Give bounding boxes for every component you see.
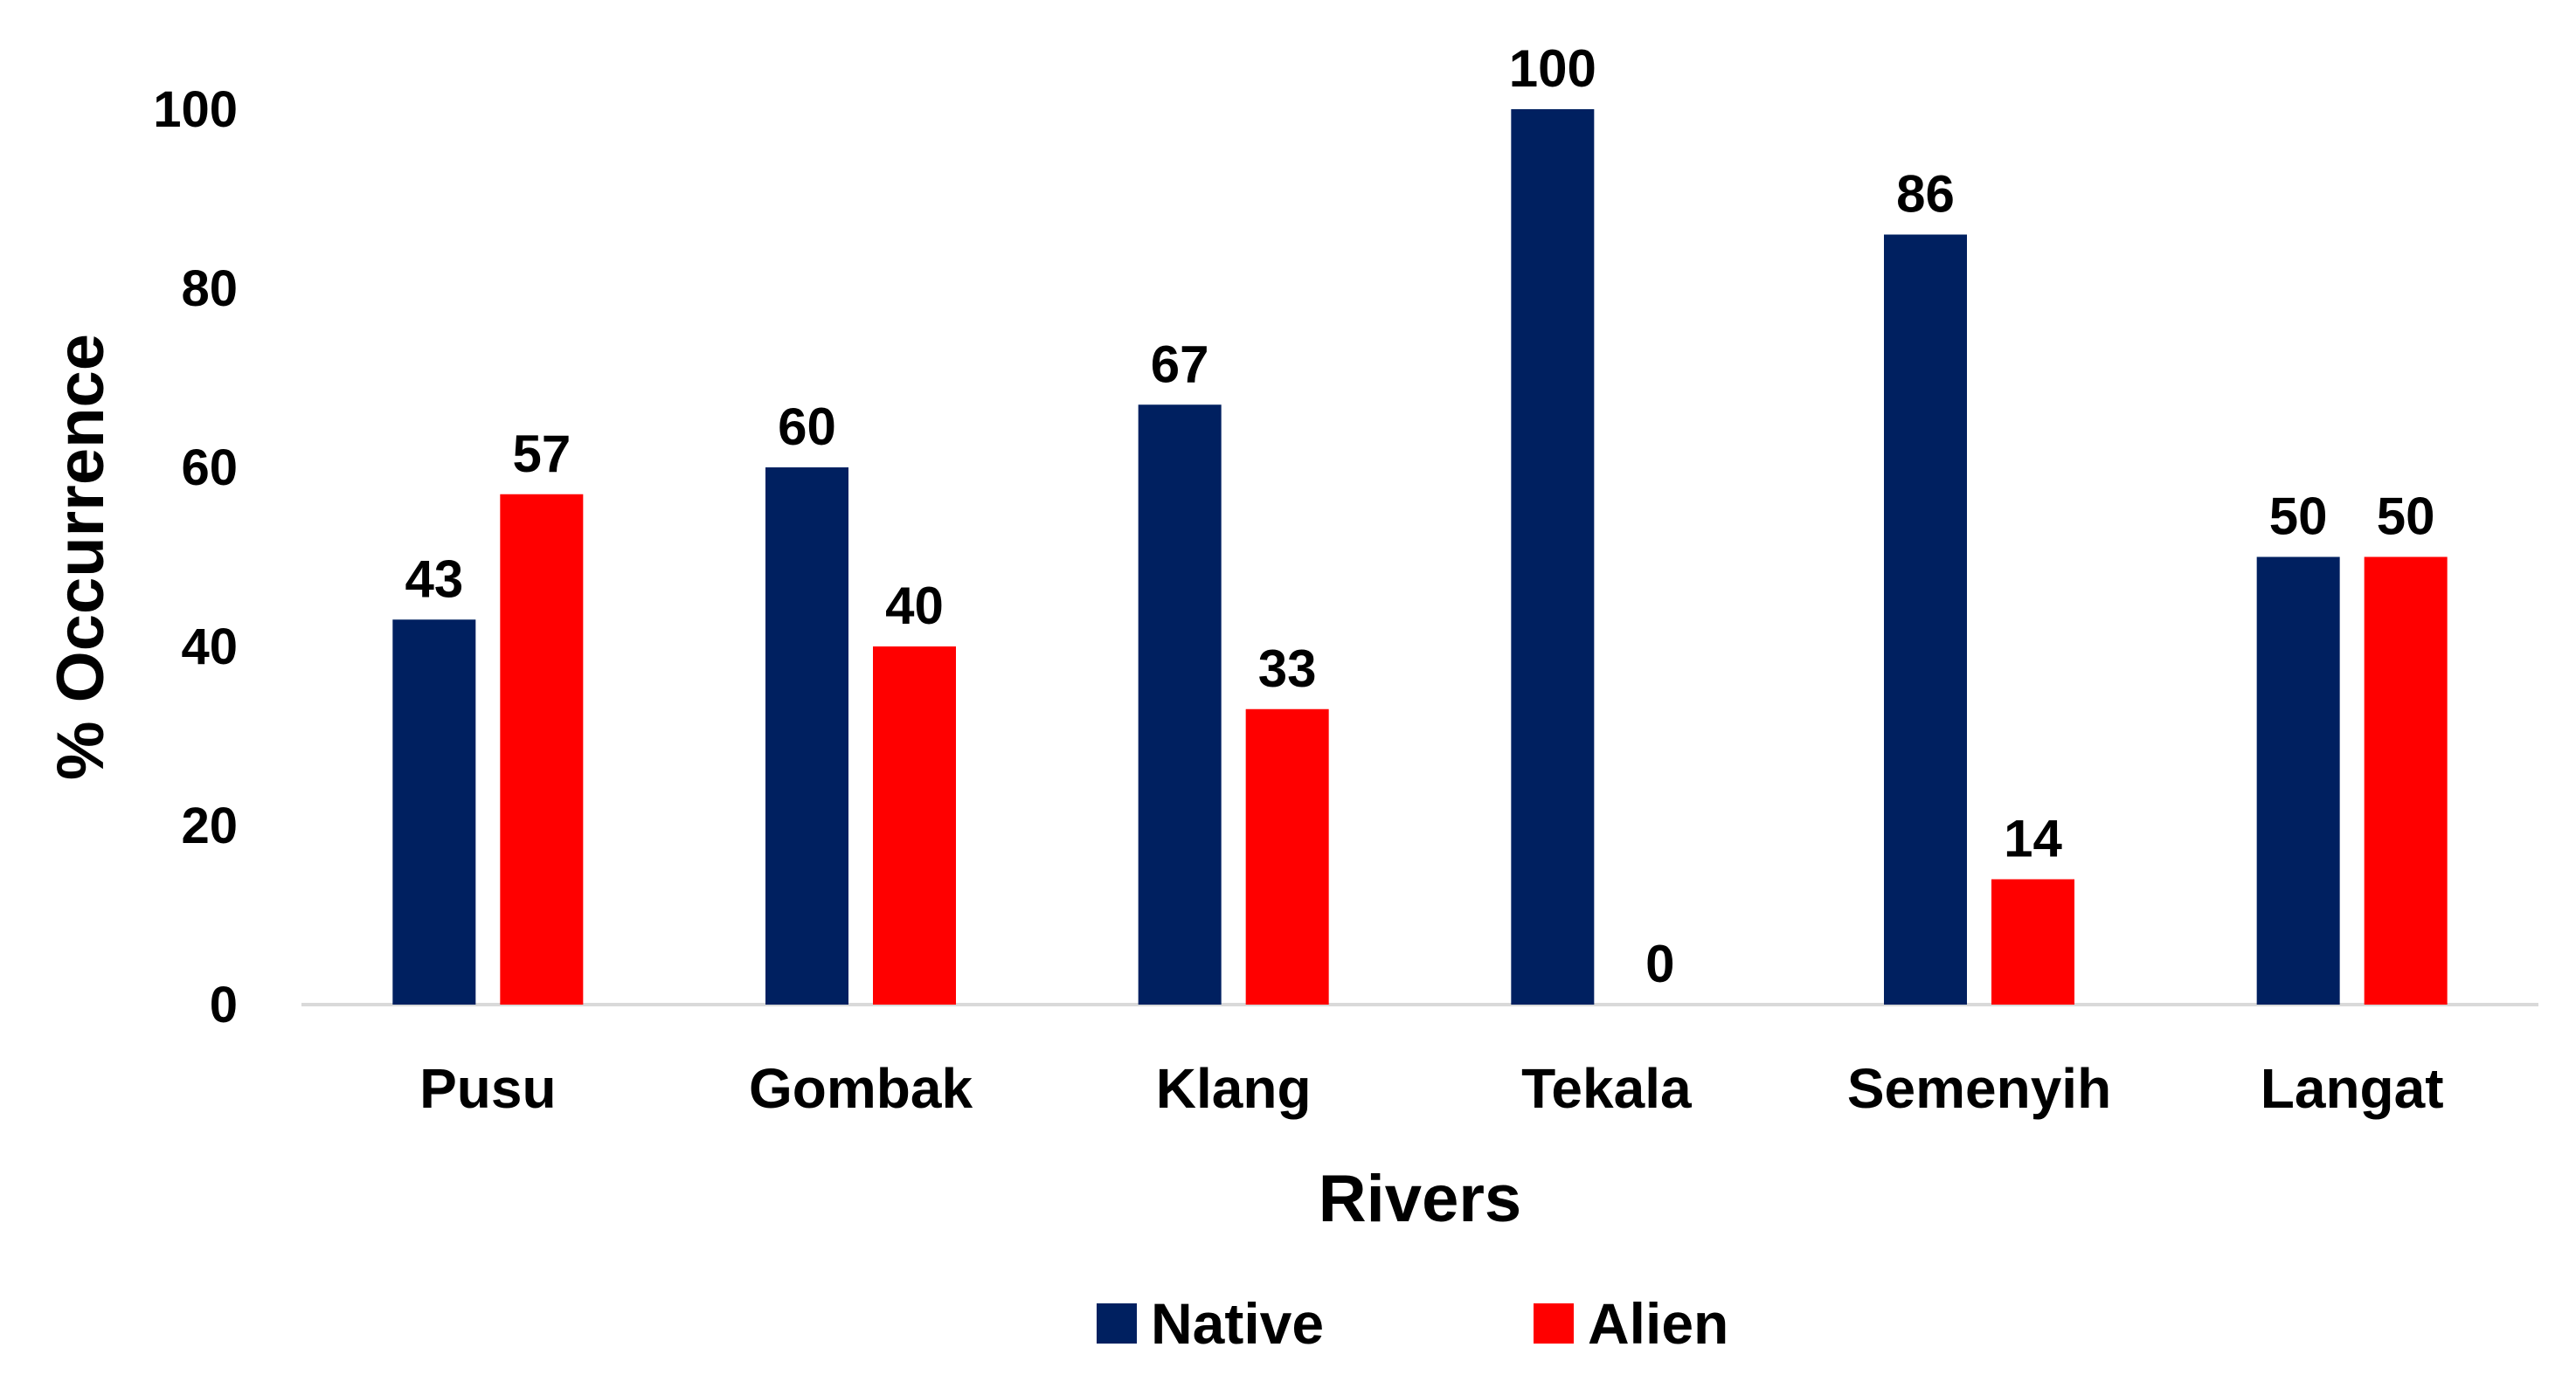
bar-alien-gombak: [873, 646, 956, 1005]
y-tick-label: 80: [181, 260, 238, 317]
bar-alien-semenyih: [1991, 879, 2074, 1005]
x-tick-label-klang: Klang: [1156, 1057, 1312, 1120]
bar-alien-langat: [2364, 556, 2448, 1005]
legend-swatch-alien: [1534, 1303, 1574, 1344]
data-label-alien-klang: 33: [1258, 639, 1317, 698]
bar-native-klang: [1138, 404, 1222, 1005]
data-label-native-klang: 67: [1151, 335, 1209, 393]
data-label-alien-gombak: 40: [885, 577, 944, 635]
legend-label-alien: Alien: [1588, 1291, 1728, 1356]
x-tick-label-pusu: Pusu: [419, 1057, 556, 1120]
bar-native-tekala: [1511, 109, 1595, 1005]
legend-label-native: Native: [1151, 1291, 1324, 1356]
y-axis-title: % Occurrence: [44, 334, 118, 780]
y-tick-label: 0: [210, 977, 238, 1033]
bar-native-langat: [2256, 556, 2340, 1005]
y-tick-label: 60: [181, 439, 238, 496]
bar-alien-pusu: [500, 494, 584, 1005]
y-axis-ticks: 0 20 40 60 80 100: [153, 81, 238, 1033]
y-tick-label: 20: [181, 798, 238, 854]
data-label-native-pusu: 43: [405, 549, 463, 608]
bar-native-semenyih: [1884, 234, 1967, 1005]
y-tick-label: 40: [181, 618, 238, 675]
data-label-alien-pusu: 57: [512, 425, 571, 483]
legend: Native Alien: [1097, 1291, 1728, 1356]
x-axis-title: Rivers: [1319, 1162, 1521, 1236]
x-tick-label-langat: Langat: [2261, 1057, 2444, 1120]
legend-swatch-native: [1097, 1303, 1137, 1344]
data-label-native-semenyih: 86: [1896, 165, 1955, 224]
data-label-native-langat: 50: [2269, 487, 2328, 546]
bar-native-gombak: [765, 467, 848, 1005]
x-tick-label-tekala: Tekala: [1521, 1057, 1692, 1120]
bars: [392, 109, 2448, 1005]
data-label-alien-semenyih: 14: [2004, 810, 2062, 868]
bar-alien-klang: [1245, 708, 1329, 1005]
x-tick-label-semenyih: Semenyih: [1847, 1057, 2111, 1120]
x-axis-category-labels: Pusu Gombak Klang Tekala Semenyih Langat: [419, 1057, 2443, 1120]
data-label-native-tekala: 100: [1509, 39, 1596, 98]
data-label-alien-tekala: 0: [1645, 935, 1674, 993]
data-label-native-gombak: 60: [778, 397, 836, 456]
data-label-alien-langat: 50: [2377, 487, 2435, 546]
y-tick-label: 100: [153, 81, 238, 138]
x-tick-label-gombak: Gombak: [749, 1057, 973, 1120]
data-labels: 43 57 60 40 67 33 100 0 86 14 50 50: [405, 39, 2434, 993]
bar-native-pusu: [392, 619, 476, 1005]
